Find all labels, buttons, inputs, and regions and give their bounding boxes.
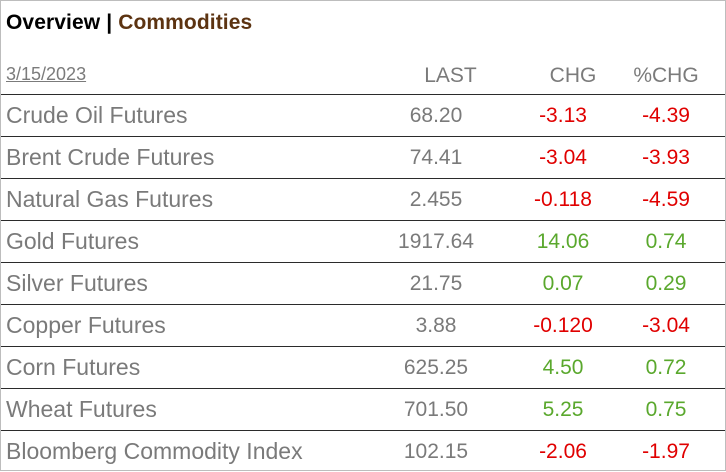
- commodity-name[interactable]: Bloomberg Commodity Index: [6, 438, 303, 464]
- change-value: -0.120: [533, 314, 593, 337]
- table-row[interactable]: Copper Futures 3.88 -0.120 -3.04: [1, 305, 725, 347]
- commodity-name[interactable]: Natural Gas Futures: [6, 186, 214, 212]
- commodity-name[interactable]: Gold Futures: [6, 228, 139, 254]
- percent-change-value: -4.59: [642, 188, 690, 211]
- table-row[interactable]: Corn Futures 625.25 4.50 0.72: [1, 347, 725, 389]
- commodity-name[interactable]: Copper Futures: [6, 312, 166, 338]
- change-value: -3.13: [539, 104, 587, 127]
- table-row[interactable]: Wheat Futures 701.50 5.25 0.75: [1, 389, 725, 431]
- panel-header: Overview | Commodities: [6, 11, 252, 35]
- commodities-tab[interactable]: Commodities: [118, 11, 253, 34]
- change-value: 4.50: [542, 356, 584, 379]
- last-price: 3.88: [415, 314, 457, 337]
- as-of-date[interactable]: 3/15/2023: [6, 64, 87, 84]
- percent-change-value: -1.97: [642, 440, 690, 463]
- change-value: 14.06: [536, 230, 590, 253]
- table-row[interactable]: Natural Gas Futures 2.455 -0.118 -4.59: [1, 179, 725, 221]
- tab-separator: |: [106, 11, 113, 34]
- overview-tab[interactable]: Overview: [6, 11, 101, 34]
- commodity-name[interactable]: Silver Futures: [6, 270, 148, 296]
- commodity-name[interactable]: Wheat Futures: [6, 396, 157, 422]
- table-row[interactable]: Crude Oil Futures 68.20 -3.13 -4.39: [1, 94, 725, 137]
- table-row[interactable]: Brent Crude Futures 74.41 -3.04 -3.93: [1, 137, 725, 179]
- change-value: -0.118: [534, 188, 592, 211]
- table-row[interactable]: Gold Futures 1917.64 14.06 0.74: [1, 221, 725, 263]
- percent-change-value: 0.75: [645, 398, 687, 421]
- percent-change-value: -4.39: [642, 104, 690, 127]
- commodity-name[interactable]: Crude Oil Futures: [6, 102, 188, 128]
- last-price: 701.50: [403, 398, 469, 421]
- commodities-table: Crude Oil Futures 68.20 -3.13 -4.39 Bren…: [1, 94, 725, 472]
- change-value: 0.07: [542, 272, 584, 295]
- percent-change-value: 0.74: [645, 230, 687, 253]
- percent-change-value: -3.04: [642, 314, 690, 337]
- last-price: 21.75: [409, 272, 463, 295]
- column-header-last: LAST: [424, 64, 477, 87]
- last-price: 1917.64: [398, 230, 474, 253]
- table-row[interactable]: Silver Futures 21.75 0.07 0.29: [1, 263, 725, 305]
- table-row[interactable]: Bloomberg Commodity Index 102.15 -2.06 -…: [1, 431, 725, 472]
- last-price: 625.25: [403, 356, 469, 379]
- last-price: 2.455: [409, 188, 463, 211]
- change-value: 5.25: [542, 398, 584, 421]
- last-price: 68.20: [409, 104, 463, 127]
- column-header-chg: CHG: [549, 64, 597, 87]
- change-value: -2.06: [539, 440, 587, 463]
- commodity-name[interactable]: Brent Crude Futures: [6, 144, 215, 170]
- last-price: 74.41: [409, 146, 463, 169]
- percent-change-value: 0.72: [645, 356, 687, 379]
- percent-change-value: 0.29: [645, 272, 687, 295]
- percent-change-value: -3.93: [642, 146, 690, 169]
- last-price: 102.15: [403, 440, 469, 463]
- change-value: -3.04: [539, 146, 587, 169]
- column-header-pct-chg: %CHG: [633, 64, 699, 87]
- commodity-name[interactable]: Corn Futures: [6, 354, 141, 380]
